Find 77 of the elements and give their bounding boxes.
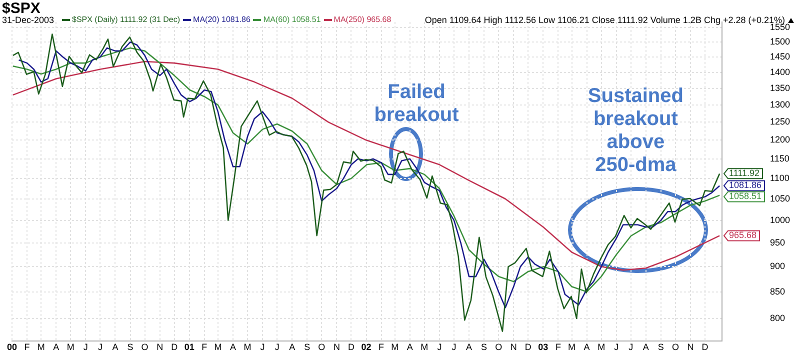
x-tick-label: D: [348, 342, 355, 352]
x-tick-label: M: [214, 342, 222, 352]
legend-label: MA(250) 965.68: [334, 15, 392, 24]
x-tick-label: A: [230, 342, 236, 352]
annotation: Open 1109.64 High 1112.56 Low 1106.21 Close 1111.92 Volume 1.2B Chg +2.28 (+0.21%): [424, 15, 785, 25]
y-tick-label: 1100: [770, 172, 790, 183]
chart-subtitle: 31-Dec-2003: [2, 15, 54, 25]
x-tick-label: N: [510, 342, 517, 352]
x-tick-label: O: [672, 342, 679, 352]
x-tick-label: A: [53, 342, 60, 352]
x-tick-label: 03: [538, 342, 548, 352]
x-tick-label: F: [555, 342, 562, 352]
x-tick-label: J: [98, 342, 102, 352]
x-tick-label: J: [614, 342, 619, 352]
y-tick-label: 950: [770, 237, 786, 248]
x-tick-label: A: [584, 342, 590, 352]
x-tick-label: D: [524, 342, 532, 352]
x-tick-label: N: [156, 342, 164, 352]
x-tick-label: J: [628, 342, 634, 352]
chart-title: $SPX: [2, 0, 40, 17]
y-tick-label: 1000: [770, 214, 790, 225]
y-tick-label: 1150: [770, 153, 790, 164]
x-tick-label: J: [452, 342, 456, 352]
x-tick-label: M: [420, 342, 428, 352]
x-tick-label: F: [24, 342, 30, 352]
legend-label: MA(20) 1081.86: [193, 15, 250, 24]
x-tick-label: J: [83, 342, 88, 352]
legend-label: $SPX (Daily) 1111.92 (31 Dec): [72, 15, 180, 24]
x-tick-label: S: [304, 342, 310, 352]
x-tick-label: N: [687, 342, 694, 352]
x-tick-label: M: [66, 342, 74, 352]
y-tick-label: 1500: [770, 36, 790, 47]
x-tick-label: A: [642, 342, 649, 352]
x-tick-label: O: [318, 342, 326, 352]
y-tick-label: 850: [770, 286, 786, 296]
data-label: 1081.86: [729, 180, 762, 190]
annotation: Sustained breakout above 250-dma: [588, 85, 684, 176]
data-label: 965.68: [729, 230, 757, 240]
x-tick-label: F: [378, 342, 385, 352]
x-tick-label: M: [244, 342, 252, 352]
x-tick-label: D: [171, 342, 178, 352]
y-tick-label: 900: [770, 261, 786, 272]
data-label: 1058.51: [729, 191, 762, 202]
annotation: Failed breakout: [374, 80, 460, 126]
x-tick-label: A: [289, 342, 296, 352]
x-tick-label: A: [466, 342, 472, 352]
y-tick-label: 1250: [770, 116, 790, 127]
x-tick-label: S: [658, 342, 664, 352]
y-tick-label: 800: [770, 312, 786, 323]
x-tick-label: M: [598, 342, 606, 352]
y-tick-label: 1350: [770, 82, 790, 93]
x-tick-label: S: [127, 342, 134, 352]
x-tick-label: J: [260, 342, 265, 352]
x-tick-label: M: [391, 342, 399, 352]
y-tick-label: 1550: [770, 22, 790, 32]
x-tick-label: M: [568, 342, 576, 352]
y-tick-label: 1400: [770, 66, 790, 77]
x-tick-label: O: [141, 342, 148, 352]
y-tick-label: 1050: [770, 193, 790, 204]
y-tick-label: 1200: [770, 134, 790, 145]
x-tick-label: 02: [361, 342, 372, 352]
x-tick-label: N: [333, 342, 340, 352]
x-tick-label: A: [406, 342, 413, 352]
x-tick-label: S: [481, 342, 488, 352]
legend-label: MA(60) 1058.51: [263, 15, 321, 24]
x-tick-label: J: [274, 342, 280, 352]
data-label: 1111.92: [729, 168, 760, 178]
x-tick-label: 00: [6, 342, 18, 352]
x-tick-label: O: [495, 342, 502, 352]
y-tick-label: 1300: [770, 99, 790, 110]
x-tick-label: 01: [184, 342, 194, 352]
x-tick-label: J: [437, 342, 442, 352]
x-tick-label: F: [202, 342, 208, 352]
x-tick-label: A: [112, 342, 118, 352]
y-tick-label: 1450: [770, 51, 790, 62]
x-tick-label: M: [37, 342, 45, 352]
x-tick-label: D: [702, 342, 709, 352]
